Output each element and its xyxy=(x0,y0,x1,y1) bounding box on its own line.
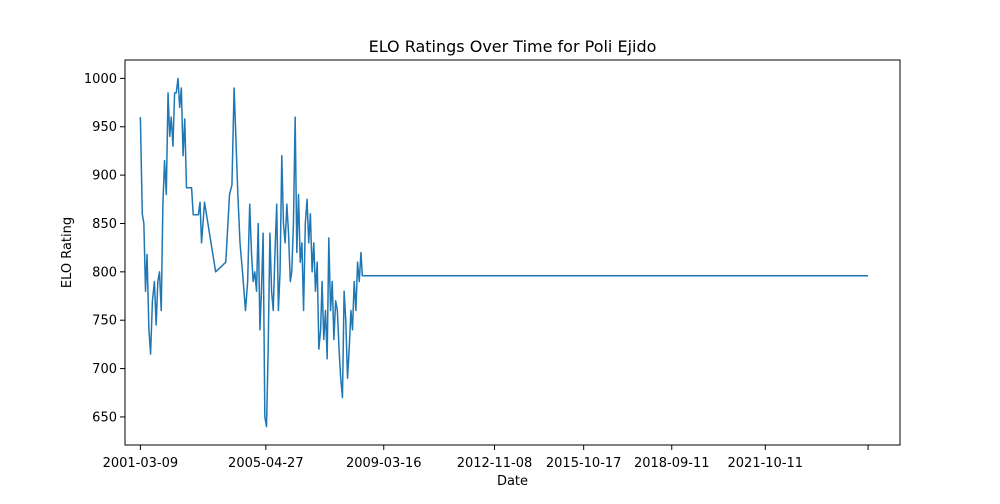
y-tick-label: 800 xyxy=(92,265,117,280)
x-axis-ticks: 2001-03-09 2005-04-27 2009-03-16 2012-11-08… xyxy=(103,445,869,471)
y-tick-label: 700 xyxy=(92,362,117,377)
y-tick-label: 750 xyxy=(92,314,117,329)
x-tick-label: 2001-03-09 xyxy=(103,456,179,471)
y-axis-ticks: 650 700 750 800 850 900 950 1000 xyxy=(84,72,125,425)
x-tick-label: 2009-03-16 xyxy=(346,456,422,471)
plot-frame xyxy=(124,59,901,446)
y-tick-label: 850 xyxy=(92,217,117,232)
y-tick-label: 950 xyxy=(92,120,117,135)
y-tick-label: 1000 xyxy=(84,72,117,87)
x-tick-label: 2012-11-08 xyxy=(457,456,533,471)
y-tick-label: 900 xyxy=(92,169,117,184)
x-tick-label: 2005-04-27 xyxy=(228,456,304,471)
x-tick-label: 2021-10-11 xyxy=(728,456,804,471)
x-tick-label: 2015-10-17 xyxy=(546,456,622,471)
x-tick-label: 2018-09-11 xyxy=(634,456,710,471)
y-tick-label: 650 xyxy=(92,410,117,425)
x-axis-label: Date xyxy=(497,474,528,489)
plot-area xyxy=(139,77,869,428)
chart-title: ELO Ratings Over Time for Poli Ejido xyxy=(369,37,657,56)
y-axis-label: ELO Rating xyxy=(60,217,75,288)
elo-series-line xyxy=(139,77,869,428)
